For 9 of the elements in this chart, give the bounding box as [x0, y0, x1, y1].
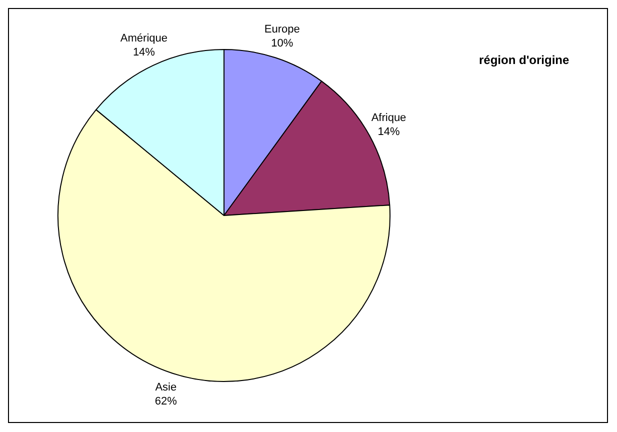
data-label: 10% [271, 38, 294, 50]
data-label: 62% [154, 395, 178, 408]
slice-label: Amérique [120, 32, 168, 44]
slice-label: Asie [155, 381, 177, 394]
slice-label: Afrique [371, 112, 406, 124]
slice-label: Europe [264, 24, 300, 36]
data-label: 14% [378, 126, 400, 138]
data-label: 14% [132, 46, 156, 58]
text: région d'origine [479, 53, 570, 67]
